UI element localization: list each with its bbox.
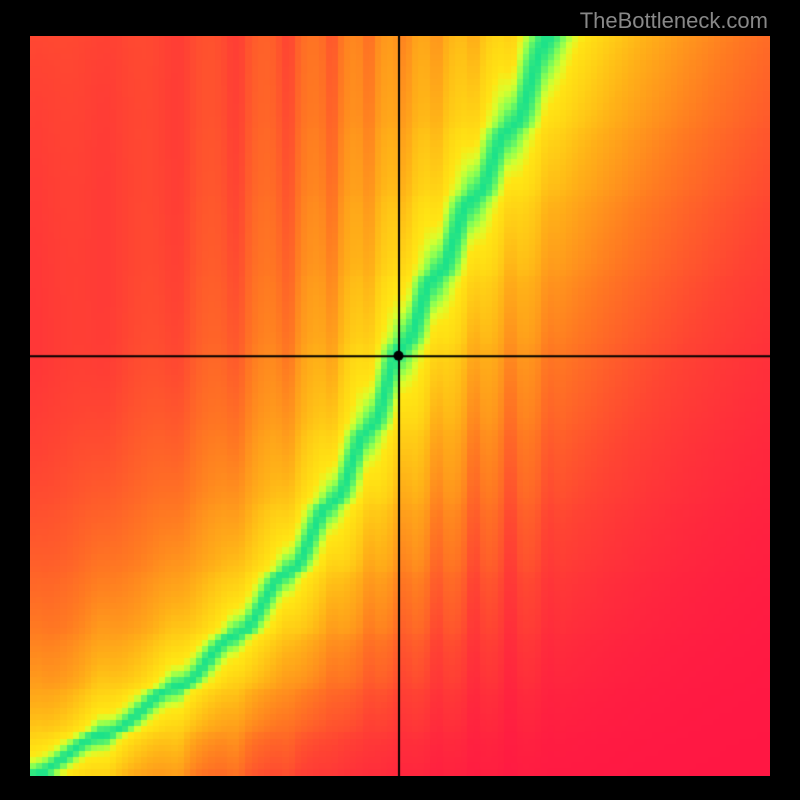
watermark-text: TheBottleneck.com [580, 8, 768, 34]
bottleneck-heatmap [30, 36, 770, 776]
